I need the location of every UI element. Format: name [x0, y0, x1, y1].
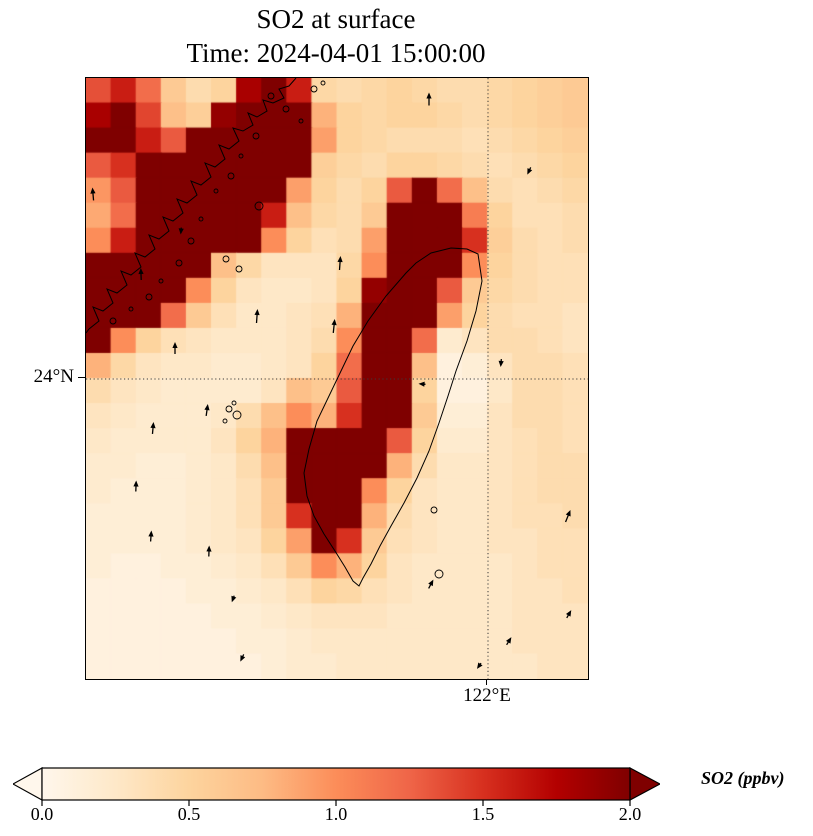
map-overlay-coastlines-arrows: [86, 78, 588, 679]
islet-coastline: [231, 400, 237, 406]
colorbar-tick-3: 1.5: [471, 804, 495, 824]
wind-arrow: [133, 480, 139, 492]
wind-arrow: [172, 342, 178, 354]
wind-arrow: [231, 595, 237, 603]
colorbar-under-arrow: [13, 766, 43, 802]
lat-tick-mark: [78, 377, 85, 379]
colorbar-tick-1: 0.5: [177, 804, 201, 824]
islet-coastline: [213, 188, 219, 194]
colorbar: [13, 766, 660, 806]
wind-arrow: [506, 637, 512, 646]
wind-arrow: [337, 256, 343, 271]
islet-coastline: [222, 255, 230, 263]
colorbar-gradient-bar: [41, 767, 631, 801]
islet-coastline: [282, 105, 290, 113]
islet-coastline: [198, 216, 204, 222]
islet-coastline: [267, 92, 275, 100]
wind-arrow: [428, 579, 434, 589]
islet-coastline: [225, 405, 233, 413]
wind-arrow: [138, 268, 144, 281]
wind-arrow: [527, 167, 533, 175]
islet-coastline: [232, 410, 242, 420]
map-plot-area: [85, 77, 589, 680]
islet-coastline: [175, 259, 183, 267]
wind-arrow: [150, 422, 156, 435]
wind-arrow: [90, 187, 96, 201]
wind-arrow: [178, 227, 184, 235]
lon-tick-mark: [486, 679, 488, 685]
islet-coastline: [109, 317, 117, 325]
islet-coastline: [434, 569, 444, 579]
islet-coastline: [254, 201, 264, 211]
lat-tick-label-24n: 24°N: [33, 366, 74, 387]
coastline: [303, 247, 483, 587]
wind-arrow: [206, 545, 212, 557]
islet-coastline: [145, 293, 153, 301]
wind-arrow: [426, 92, 432, 106]
islet-coastline: [252, 132, 260, 140]
wind-arrow: [148, 530, 154, 542]
chart-title-block: SO2 at surface Time: 2024-04-01 15:00:00: [85, 2, 587, 70]
chart-subtitle-time: Time: 2024-04-01 15:00:00: [186, 38, 486, 68]
islet-coastline: [430, 506, 438, 514]
colorbar-over-arrow: [629, 767, 660, 801]
wind-arrow: [418, 381, 426, 387]
islet-coastline: [238, 153, 244, 159]
colorbar-axis-label: SO2 (ppbv): [701, 768, 785, 788]
chart-title: SO2 at surface: [256, 4, 416, 34]
islet-coastline: [320, 80, 326, 86]
wind-arrow: [565, 610, 572, 619]
islet-coastline: [222, 418, 228, 424]
colorbar-tick-2: 1.0: [324, 804, 348, 824]
wind-arrow: [564, 509, 571, 523]
islet-coastline: [310, 85, 318, 93]
islet-coastline: [235, 265, 243, 273]
wind-arrow: [240, 654, 246, 662]
colorbar-tick-marks: [41, 800, 631, 806]
colorbar-tick-0: 0.0: [30, 804, 54, 824]
wind-arrow: [498, 358, 504, 367]
wind-arrow: [331, 319, 337, 334]
colorbar-tick-4: 2.0: [618, 804, 642, 824]
islet-coastline: [227, 172, 235, 180]
islet-coastline: [158, 278, 164, 284]
islet-coastline: [187, 237, 195, 245]
wind-arrow: [254, 309, 260, 324]
islet-coastline: [298, 118, 304, 124]
lon-tick-label-122e: 122°E: [463, 685, 511, 706]
wind-arrow: [476, 662, 483, 669]
wind-arrow: [204, 404, 210, 417]
coastline: [86, 78, 297, 334]
islet-coastline: [128, 306, 134, 312]
